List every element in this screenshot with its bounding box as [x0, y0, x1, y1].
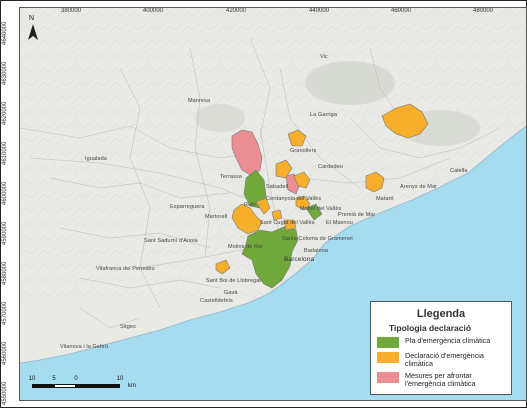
x-tick-label: 440000: [308, 8, 330, 14]
place-label: Sabadell: [266, 184, 289, 190]
north-arrow: N: [26, 15, 40, 42]
municipality-orange: [215, 259, 231, 275]
legend-title: Llegenda: [416, 308, 466, 320]
place-label: Cardedeu: [318, 164, 343, 170]
place-label: El Masnou: [326, 220, 353, 226]
x-tick-label: 460000: [390, 8, 412, 14]
north-arrow-icon: [28, 24, 38, 40]
map-legend: Llegenda Tipologia declaració Pla d'emer…: [370, 301, 512, 395]
scale-label: 10: [116, 376, 124, 382]
y-tick-label: 4560000: [2, 341, 8, 365]
municipality-orange: [283, 219, 297, 231]
legend-swatch-green: [377, 337, 399, 348]
place-label: Santa Coloma de Gramenet: [282, 236, 353, 242]
municipality-green: [305, 203, 323, 221]
legend-subtitle: Tipologia declaració: [389, 323, 472, 333]
place-label: Terrassa: [220, 174, 242, 180]
coastline: [20, 125, 526, 364]
municipal-boundaries: [20, 37, 501, 329]
y-tick-label: 4600000: [2, 181, 8, 205]
legend-item-label: Mesures per afrontar l'emergència climàt…: [405, 371, 476, 388]
place-label: Badalona: [304, 248, 329, 254]
place-label: Martorell: [205, 214, 228, 220]
scale-bar: 10 5 0 10 km: [28, 376, 138, 394]
hill-shading: [195, 104, 245, 132]
municipality-orange: [381, 103, 429, 139]
place-label: Granollers: [290, 148, 317, 154]
place-label: Arenys de Mar: [400, 184, 438, 190]
hill-shading: [305, 61, 395, 105]
legend-swatch-pink: [377, 372, 399, 383]
municipality-green: [241, 225, 299, 289]
municipality-orange: [231, 203, 263, 235]
place-label: Manresa: [188, 98, 211, 104]
municipality-orange: [287, 129, 307, 147]
scale-label: 5: [52, 376, 56, 382]
scale-segment: [76, 384, 120, 388]
place-label: Premià de Mar: [338, 212, 376, 218]
place-label: Cerdanyola del Vallès: [266, 196, 322, 202]
place-label: Gavà: [224, 290, 238, 296]
place-label: Sitges: [120, 324, 136, 330]
y-tick-label: 4580000: [2, 261, 8, 285]
place-label: Mataró: [376, 196, 394, 202]
place-label: Mollet del Vallès: [300, 206, 342, 212]
place-label: Barcelona: [284, 256, 315, 263]
y-tick-label: 4610000: [2, 141, 8, 165]
legend-item: Pla d'emergència climàtica: [377, 337, 490, 348]
x-tick-label: 400000: [142, 8, 164, 14]
place-label: Sant Boi de Llobregat: [206, 278, 261, 284]
legend-swatch-orange: [377, 352, 399, 363]
place-label: Rubí: [244, 202, 257, 208]
place-label: Molins de Rei: [228, 244, 263, 250]
y-tick-label: 4640000: [2, 21, 8, 45]
x-tick-label: 480000: [472, 8, 494, 14]
place-label: Igualada: [85, 156, 107, 162]
y-tick-label: 4630000: [2, 61, 8, 85]
scale-label: 10: [28, 376, 36, 382]
legend-item-label: Declaració d'emergència climàtica: [405, 351, 484, 368]
north-label: N: [29, 15, 35, 22]
place-label: Calella: [450, 168, 468, 174]
municipality-orange: [365, 171, 385, 193]
place-label: Vic: [320, 54, 328, 60]
legend-item: Mesures per afrontar l'emergència climàt…: [377, 372, 505, 388]
scale-unit: km: [128, 383, 136, 389]
place-label: Castelldefels: [200, 298, 233, 304]
place-label: Esparreguera: [170, 204, 205, 210]
x-tick-label: 380000: [60, 8, 82, 14]
place-label: Sant Sadurní d'Anoia: [144, 238, 198, 244]
legend-item-label: Pla d'emergència climàtica: [405, 336, 491, 345]
legend-item: Declaració d'emergència climàtica: [377, 352, 505, 368]
place-label: Vilanova i la Geltrú: [60, 344, 109, 350]
municipality-orange: [275, 159, 293, 179]
municipality-orange: [295, 195, 311, 211]
scale-segment: [54, 384, 76, 388]
place-label: Sant Cugat del Vallès: [260, 220, 315, 226]
map-area: 380000 400000 420000 440000 460000 48000…: [19, 7, 527, 401]
x-tick-label: 420000: [225, 8, 247, 14]
y-tick-label: 4550000: [2, 381, 8, 405]
y-tick-label: 4570000: [2, 301, 8, 325]
scale-segment: [32, 384, 54, 388]
y-tick-label: 4620000: [2, 101, 8, 125]
municipality-orange: [271, 209, 283, 221]
municipality-orange: [293, 171, 311, 189]
municipalities: [215, 103, 429, 289]
scale-label: 0: [74, 376, 78, 382]
place-label: Vilafranca del Penedès: [96, 266, 155, 272]
municipality-pink: [231, 129, 263, 177]
y-tick-label: 4590000: [2, 221, 8, 245]
place-label: La Garriga: [310, 112, 337, 118]
municipality-orange: [255, 197, 271, 215]
